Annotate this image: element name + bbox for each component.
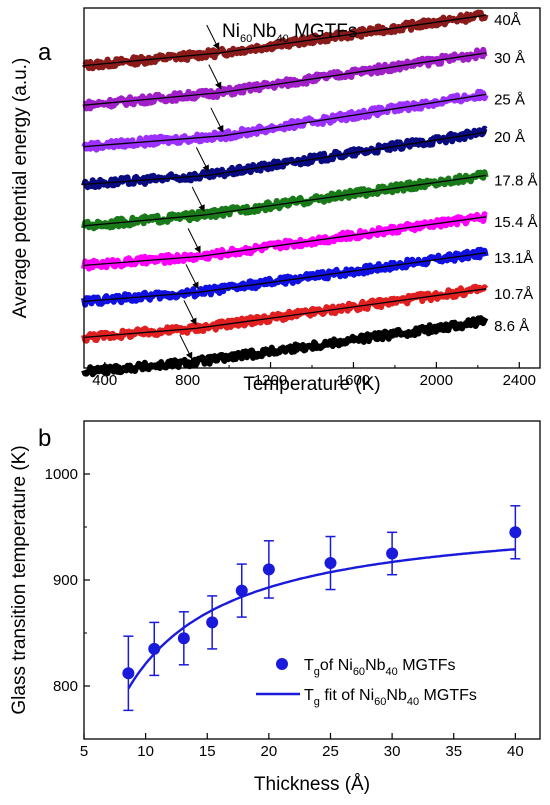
panel-a: a 40Å 30 Å 25 Å 20 Å 17.8 Å 15.4 Å 13.1Å 10.7Å 8…	[10, 7, 541, 395]
panel-a-arrow-3	[195, 147, 209, 173]
panel-a-series-label-1: 30 Å	[494, 50, 525, 67]
panel-b: b 5 10 15 20 25 30 35 40 800 900 1000 Thickness (…	[9, 420, 541, 795]
panel-b-data-point	[122, 667, 135, 680]
panel-b-x-ticks: 5 10 15 20 25 30 35 40	[80, 733, 524, 760]
panel-b-y-axis-label: Glass transition temperature (K)	[9, 445, 30, 714]
panel-a-series-4-fit	[83, 174, 487, 227]
panel-b-data-point	[324, 557, 337, 570]
panel-a-series-1-fit	[83, 52, 487, 106]
panel-a-arrow-6	[185, 264, 199, 290]
panel-a-series-7-fit	[83, 288, 487, 339]
panel-b-x-axis-label: Thickness (Å)	[254, 774, 370, 795]
panel-b-data-point	[148, 642, 161, 655]
panel-a-series-label-3: 20 Å	[494, 129, 525, 146]
panel-b-x-tick-label: 40	[507, 743, 524, 760]
panel-a-arrow-4	[191, 186, 205, 212]
panel-b-fit-group	[127, 548, 516, 690]
legend-label-fit: Tg fit of Ni60Nb40 MGTFs	[304, 687, 477, 708]
panel-a-series-label-6: 13.1Å	[494, 250, 533, 267]
panel-b-label: b	[38, 425, 51, 452]
panel-a-arrow-0	[206, 24, 220, 50]
panel-b-y-tick-label: 800	[53, 678, 78, 695]
panel-a-series-0-fit	[83, 14, 487, 67]
panel-b-x-tick-label: 25	[322, 743, 339, 760]
legend-label-points: Tgof Ni60Nb40 MGTFs	[304, 657, 456, 678]
panel-b-x-tick-label: 30	[384, 743, 401, 760]
panel-b-x-tick-label: 5	[80, 743, 88, 760]
panel-b-y-tick-label: 900	[53, 572, 78, 589]
panel-a-series-5-fit	[83, 216, 487, 267]
panel-b-legend: Tgof Ni60Nb40 MGTFs Tg fit of Ni60Nb40 M…	[256, 657, 477, 708]
panel-a-x-ticks: 400 800 1200 1600 2000 2400	[92, 362, 536, 389]
panel-b-data-point	[206, 616, 219, 629]
panel-a-x-tick-label: 2000	[420, 372, 453, 389]
panel-a-series-2-fit	[83, 93, 487, 148]
panel-a-series-label-2: 25 Å	[494, 91, 525, 108]
panel-a-x-tick-label: 400	[92, 372, 117, 389]
panel-a-series-3-fit	[83, 131, 487, 186]
panel-a-y-axis-label: Average potential energy (a.u.)	[10, 58, 31, 319]
panel-a-arrow-8	[179, 334, 193, 360]
panel-a-x-tick-label: 1200	[254, 372, 287, 389]
panel-b-data-point	[235, 584, 248, 597]
panel-a-series-group	[81, 9, 489, 378]
panel-a-series-label-7: 10.7Å	[494, 286, 533, 303]
panel-b-x-tick-label: 10	[137, 743, 154, 760]
panel-a-x-tick-label: 800	[175, 372, 200, 389]
panel-a-series-label-8: 8.6 Å	[494, 318, 529, 335]
panel-a-arrow-2	[210, 107, 224, 133]
panel-b-points-group	[122, 505, 522, 712]
panel-b-x-tick-label: 35	[445, 743, 462, 760]
panel-a-x-tick-label: 2400	[503, 372, 536, 389]
panel-b-x-tick-label: 15	[199, 743, 216, 760]
panel-a-title: Ni60Nb40 MGTFs	[222, 21, 357, 45]
panel-a-series-8-data	[81, 315, 489, 378]
panel-a-series-label-5: 15.4 Å	[494, 214, 537, 231]
panel-a-series-label-0: 40Å	[494, 12, 521, 29]
panel-b-y-ticks: 800 900 1000	[45, 466, 90, 695]
panel-b-fit-curve	[127, 548, 516, 690]
panel-a-x-tick-label: 1600	[337, 372, 370, 389]
panel-a-arrow-7	[183, 300, 197, 326]
panel-a-series-7-data	[81, 283, 489, 344]
panel-a-arrow-5	[187, 228, 201, 254]
panel-b-data-point	[177, 632, 190, 645]
panel-a-series-label-4: 17.8 Å	[494, 172, 537, 189]
panel-a-x-axis-label: Temperature (K)	[243, 374, 380, 395]
panel-a-arrow-1	[208, 64, 222, 90]
panel-b-data-point	[509, 526, 522, 539]
panel-a-label: a	[38, 39, 52, 66]
panel-a-series-6-fit	[83, 252, 487, 303]
panel-a-series-0-data	[81, 9, 489, 72]
legend-marker-points	[276, 658, 288, 670]
panel-b-y-tick-label: 1000	[45, 466, 78, 483]
panel-a-curve-labels-group: 40Å 30 Å 25 Å 20 Å 17.8 Å 15.4 Å 13.1Å 10.7Å 8.6…	[494, 12, 537, 335]
panel-b-data-point	[386, 547, 399, 560]
panel-a-arrows-group	[179, 24, 224, 360]
panel-b-data-point	[262, 563, 275, 576]
panel-a-series-3-data	[81, 125, 488, 191]
panel-b-x-tick-label: 20	[261, 743, 278, 760]
